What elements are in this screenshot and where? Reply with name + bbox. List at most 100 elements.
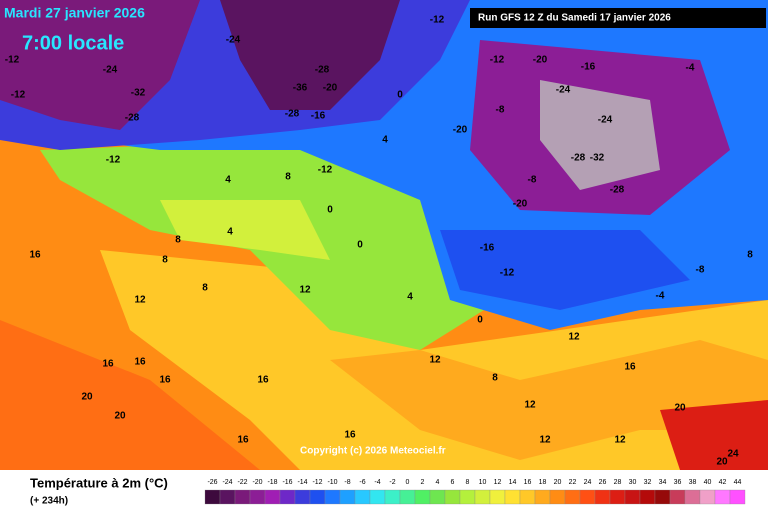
map-label: -16 [581,62,596,73]
legend-tick: -16 [282,479,292,486]
map-label: -28 [285,109,300,120]
legend-tick: 44 [734,479,742,486]
map-label: 16 [624,362,636,373]
map-label: 16 [257,375,269,386]
legend-tick: -24 [222,479,232,486]
copyright: Copyright (c) 2026 Meteociel.fr [300,446,446,457]
map-label: -12 [11,90,26,101]
map-label: -24 [598,115,613,126]
legend-tick: 40 [704,479,712,486]
legend-tick: -14 [297,479,307,486]
legend-tick: 10 [479,479,487,486]
map-label: 4 [382,135,388,146]
legend-tick: 36 [674,479,682,486]
legend-swatch [534,489,551,505]
map-label: -28 [125,113,140,124]
legend-swatch [579,489,596,505]
mild-area-2 [330,340,768,460]
map-label: 20 [81,392,93,403]
legend-swatch [324,489,341,505]
arctic-cold [220,0,400,110]
map-label: 8 [747,250,753,261]
map-label: 8 [492,373,498,384]
legend-tick: 0 [406,479,410,486]
legend-swatch [279,489,296,505]
map-label: 4 [227,227,233,238]
legend-tick: 28 [614,479,622,486]
map-label: 20 [716,457,728,468]
legend-swatch [309,489,326,505]
legend-tick: 2 [421,479,425,486]
map-label: -4 [686,63,695,74]
map-label: -28 [571,153,586,164]
map-label: -8 [696,265,705,276]
legend-tick: 6 [451,479,455,486]
legend-swatch [489,489,506,505]
map-label: 12 [134,295,146,306]
map-label: -8 [528,175,537,186]
legend-swatch [459,489,476,505]
map-label: -12 [106,155,121,166]
legend-swatch [414,489,431,505]
map-label: -4 [656,291,665,302]
map-label: -16 [311,111,326,122]
map-label: -24 [103,65,118,76]
time: 7:00 locale [22,32,124,54]
map-label: 12 [568,332,580,343]
very-cold-area [540,80,660,190]
footer-title: Température à 2m (°C) [30,475,168,490]
legend-tick: 34 [659,479,667,486]
legend-tick: 4 [436,479,440,486]
legend-swatch [294,489,311,505]
legend-swatch [354,489,371,505]
legend-swatch [549,489,566,505]
map-label: -20 [323,83,338,94]
map-label: 12 [429,355,441,366]
legend-swatch [444,489,461,505]
legend-swatch [609,489,626,505]
greenland-cold [0,0,200,130]
map-label: 0 [397,90,403,101]
legend-swatch [624,489,641,505]
legend-tick: 26 [599,479,607,486]
legend-tick: 8 [466,479,470,486]
legend-tick: -26 [207,479,217,486]
map-label: -12 [430,15,445,26]
map-label: 16 [344,430,356,441]
map-label: 8 [202,283,208,294]
legend-swatch [519,489,536,505]
map-label: 0 [327,205,333,216]
legend-tick: 30 [629,479,637,486]
map-label: -24 [556,85,571,96]
legend-swatch [429,489,446,505]
legend-swatch [369,489,386,505]
legend-tick: -12 [312,479,322,486]
map-label: -12 [490,55,505,66]
hot-area [660,400,768,470]
map-label: 4 [407,292,413,303]
legend-swatch [204,489,221,505]
legend-tick: 20 [554,479,562,486]
map-label: -20 [513,199,528,210]
legend-tick: 16 [524,479,532,486]
legend-swatch [714,489,731,505]
map-label: 20 [114,411,126,422]
map-label: 12 [539,435,551,446]
map-label: -12 [318,165,333,176]
map-label: -20 [453,125,468,136]
legend-tick: 32 [644,479,652,486]
run-box [470,8,766,28]
map-label: -12 [5,55,20,66]
legend-swatch [219,489,236,505]
legend-swatch [249,489,266,505]
map-label: -8 [496,105,505,116]
legend-swatch [699,489,716,505]
legend-swatch [669,489,686,505]
legend-swatch [504,489,521,505]
legend-swatch [639,489,656,505]
legend-tick: -20 [252,479,262,486]
date: Mardi 27 janvier 2026 [4,5,145,21]
map-label: 0 [357,240,363,251]
map-label: 16 [134,357,146,368]
